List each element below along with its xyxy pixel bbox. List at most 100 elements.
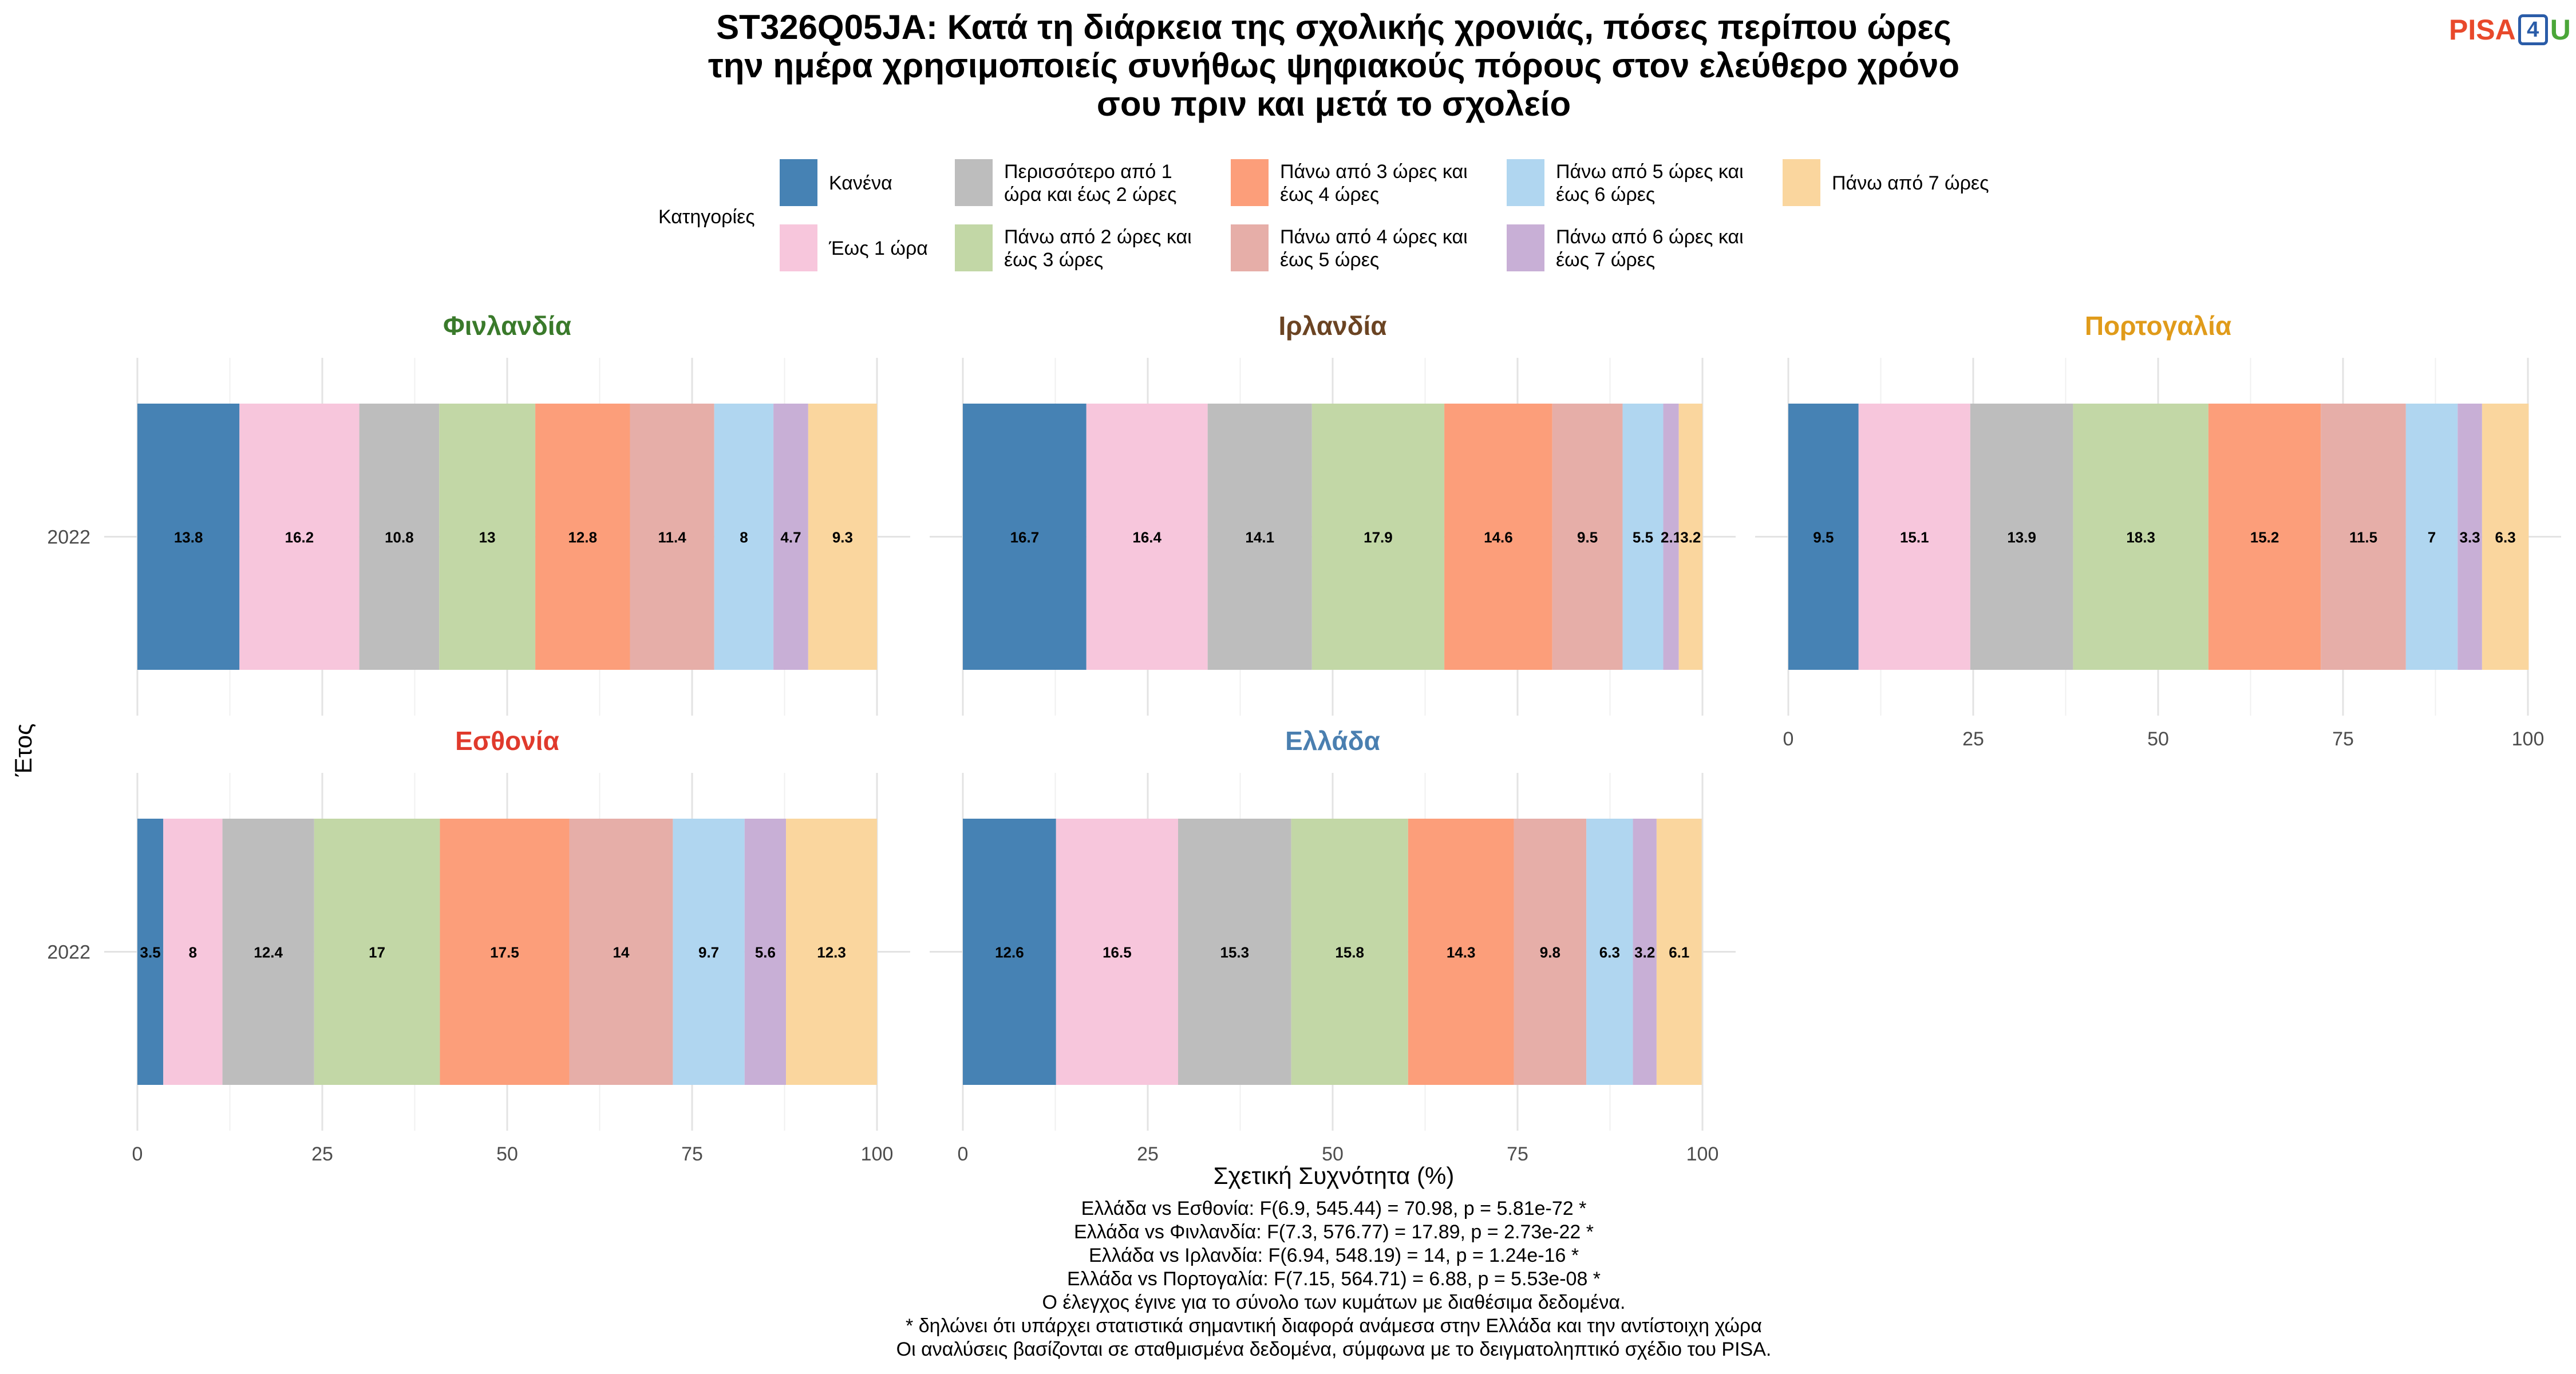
bar-data-label: 5.5 [1633,529,1653,546]
chart-title-line: σου πριν και μετά το σχολείο [1097,85,1571,123]
bar-segment [535,404,630,670]
bar-segment [2405,404,2458,670]
panel-title: Ιρλανδία [1278,311,1386,341]
legend-title: Κατηγορίες [658,206,755,228]
bar-segment [808,404,877,670]
x-tick-label: 100 [2512,728,2545,750]
x-tick-label: 0 [1783,728,1794,750]
bar-data-label: 11.4 [658,529,687,546]
bar-data-label: 6.3 [2495,529,2516,546]
bar-data-label: 10.8 [385,529,414,546]
bar-segment [239,404,359,670]
bar-segment [569,819,673,1085]
legend-label: Περισσότερο από 1 [1004,161,1172,183]
bar-segment [222,819,314,1085]
panel-title: Ελλάδα [1285,726,1380,756]
bar-segment [1663,404,1679,670]
legend-label: Πάνω από 6 ώρες και [1556,226,1744,248]
x-tick-label: 100 [1686,1143,1719,1165]
bar-segment [1586,819,1633,1085]
bar-data-label: 9.5 [1813,529,1834,546]
bar-segment [1970,404,2073,670]
y-tick-label: 2022 [47,527,90,548]
bar-segment [1678,404,1702,670]
legend-swatch [780,224,817,271]
bar-segment [1622,404,1664,670]
panel-title: Εσθονία [455,726,559,756]
bar-segment [1178,819,1291,1085]
x-tick-label: 50 [2147,728,2169,750]
bar-segment [137,819,164,1085]
x-tick-label: 75 [1507,1143,1528,1165]
bar-segment [744,819,787,1085]
bar-segment [963,819,1056,1085]
legend-label: έως 5 ώρες [1280,249,1379,271]
bar-data-label: 16.4 [1132,529,1161,546]
bar-data-label: 9.5 [1577,529,1598,546]
bar-segment [1086,404,1208,670]
bar-data-label: 15.1 [1900,529,1929,546]
chart-title-line: ST326Q05JA: Κατά τη διάρκεια της σχολική… [716,8,1951,46]
y-tick-label: 2022 [47,942,90,964]
bar-segment [1858,404,1970,670]
bar-data-label: 18.3 [2126,529,2155,546]
legend-label: Έως 1 ώρα [828,238,928,259]
panel-title: Πορτογαλία [2085,311,2231,341]
bar-data-label: 13.9 [2007,529,2036,546]
bar-segment [1633,819,1657,1085]
x-tick-label: 75 [681,1143,703,1165]
bar-data-label: 12.4 [254,944,283,961]
legend-swatch [1783,159,1820,206]
bar-data-label: 15.8 [1335,944,1364,961]
bar-data-label: 14.1 [1245,529,1274,546]
x-tick-label: 50 [496,1143,518,1165]
legend-swatch [1231,224,1269,271]
bar-data-label: 16.7 [1010,529,1040,546]
bar-data-label: 17.9 [1364,529,1393,546]
bar-data-label: 17 [369,944,385,961]
bar-segment [1311,404,1445,670]
bar-data-label: 15.3 [1220,944,1250,961]
bar-data-label: 6.1 [1669,944,1689,961]
pisa4u-logo: PISA 4 U [2449,13,2571,47]
bar-data-label: 9.8 [1540,944,1560,961]
legend-swatch [1507,159,1544,206]
bar-data-label: 14.3 [1447,944,1476,961]
bar-data-label: 7 [2428,529,2436,546]
x-tick-label: 0 [132,1143,143,1165]
legend-label: Πάνω από 2 ώρες και [1004,226,1192,248]
bar-segment [137,404,240,670]
bar-segment [439,404,536,670]
legend-label: Πάνω από 7 ώρες [1832,172,1989,194]
bar-segment [163,819,223,1085]
legend-swatch [1231,159,1269,206]
bar-segment [1514,819,1587,1085]
x-tick-label: 100 [861,1143,894,1165]
footnote-line: Ελλάδα vs Εσθονία: F(6.9, 545.44) = 70.9… [1081,1198,1587,1219]
x-axis-title: Σχετική Συχνότητα (%) [1214,1162,1455,1189]
bar-segment [440,819,570,1085]
bar-segment [786,819,877,1085]
x-tick-label: 50 [1322,1143,1344,1165]
bar-segment [714,404,774,670]
legend-label: Πάνω από 3 ώρες και [1280,161,1468,183]
legend-label: Πάνω από 4 ώρες και [1280,226,1468,248]
bar-data-label: 14 [613,944,630,961]
bar-segment [2482,404,2529,670]
bar-data-label: 9.3 [832,529,853,546]
bar-segment [1408,819,1514,1085]
bar-segment [1552,404,1623,670]
x-tick-label: 25 [1137,1143,1159,1165]
bar-segment [1291,819,1408,1085]
bar-data-label: 11.5 [2349,529,2377,546]
legend-swatch [780,159,817,206]
x-tick-label: 0 [958,1143,969,1165]
bar-data-label: 16.5 [1103,944,1132,961]
x-tick-label: 25 [311,1143,333,1165]
bar-data-label: 3.3 [2460,529,2480,546]
bar-data-label: 3.2 [1634,944,1655,961]
legend-swatch [955,159,993,206]
bar-segment [2458,404,2482,670]
legend-label: έως 7 ώρες [1556,249,1655,271]
legend-label: έως 6 ώρες [1556,184,1655,206]
